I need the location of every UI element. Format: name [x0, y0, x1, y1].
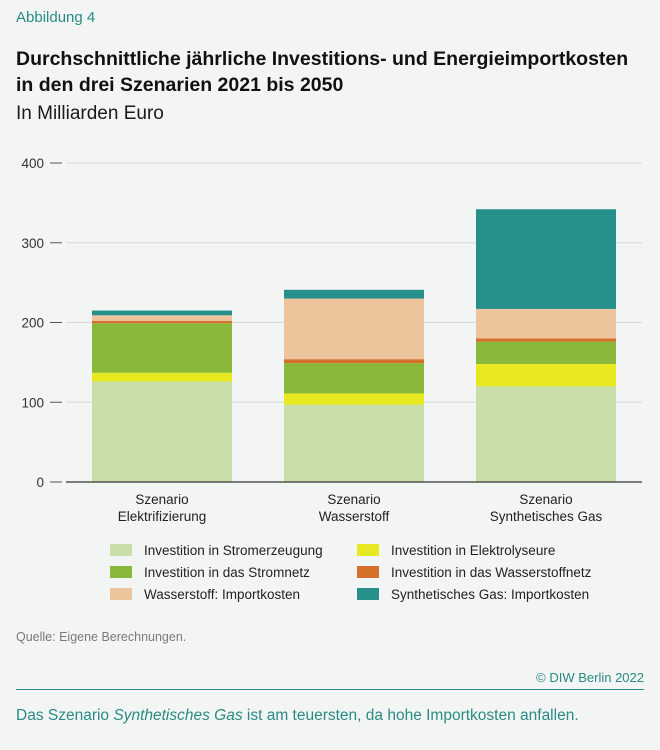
figure-label: Abbildung 4 — [16, 9, 96, 26]
bar-segment — [476, 209, 616, 309]
bar-segment — [92, 372, 232, 382]
caption: Das Szenario Synthetisches Gas ist am te… — [16, 707, 646, 725]
y-tick-label: 0 — [36, 475, 44, 490]
x-tick-label: Szenario Wasserstoff — [319, 492, 390, 524]
legend-item: Investition in Elektrolyseure — [357, 540, 555, 560]
y-tick-label: 100 — [21, 395, 44, 410]
y-tick-label: 400 — [21, 156, 44, 171]
legend-swatch — [357, 566, 379, 578]
stacked-bar-chart: 0 100 200 300 400 Szenario Elektrifizierung Sze… — [21, 156, 642, 524]
legend-item: Investition in Stromerzeugung — [110, 540, 323, 560]
bar-segment — [476, 308, 616, 339]
bar-segment — [476, 363, 616, 387]
bar-segment — [92, 323, 232, 373]
bar-segment — [284, 404, 424, 482]
chart-title: Durchschnittliche jährliche Investitions… — [16, 48, 629, 96]
chart-subtitle: In Milliarden Euro — [16, 103, 164, 124]
caption-emphasis: Synthetisches Gas — [113, 707, 243, 724]
legend-item: Investition in das Wasserstoffnetz — [357, 562, 591, 582]
legend-label: Investition in Elektrolyseure — [391, 542, 556, 558]
x-tick-label: Szenario Synthetisches Gas — [490, 492, 603, 524]
bar-segment — [92, 315, 232, 321]
bar-segment — [92, 310, 232, 316]
legend-item: Investition in das Stromnetz — [110, 562, 310, 582]
bar-segment — [476, 386, 616, 482]
bar-segment — [284, 359, 424, 364]
source-note: Quelle: Eigene Berechnungen. — [16, 630, 187, 644]
legend-label: Synthetisches Gas: Importkosten — [391, 586, 590, 602]
x-tick-label: Szenario Elektrifizierung — [118, 492, 207, 524]
caption-before: Das Szenario — [16, 707, 114, 724]
legend-swatch — [357, 544, 379, 556]
legend-swatch — [110, 566, 132, 578]
caption-after: ist am teuersten, da hohe Importkosten a… — [242, 707, 579, 724]
y-tick-label: 200 — [21, 316, 44, 331]
legend-swatch — [110, 588, 132, 600]
bar-segment — [476, 338, 616, 342]
bar-segment — [284, 298, 424, 360]
legend-label: Wasserstoff: Importkosten — [144, 586, 301, 602]
bar-segment — [92, 381, 232, 482]
legend-swatch — [357, 588, 379, 600]
bar-segment — [92, 320, 232, 324]
y-tick-label: 300 — [21, 236, 44, 251]
copyright: © DIW Berlin 2022 — [536, 670, 644, 685]
legend-item: Synthetisches Gas: Importkosten — [357, 584, 589, 604]
bar-segment — [476, 341, 616, 364]
bar-segment — [284, 363, 424, 394]
bar-segment — [284, 289, 424, 299]
legend-item: Wasserstoff: Importkosten — [110, 584, 300, 604]
legend-swatch — [110, 544, 132, 556]
bar-segment — [284, 393, 424, 405]
divider — [16, 689, 644, 690]
legend-label: Investition in das Stromnetz — [144, 564, 310, 580]
legend-label: Investition in das Wasserstoffnetz — [391, 564, 592, 580]
legend-label: Investition in Stromerzeugung — [144, 542, 323, 558]
